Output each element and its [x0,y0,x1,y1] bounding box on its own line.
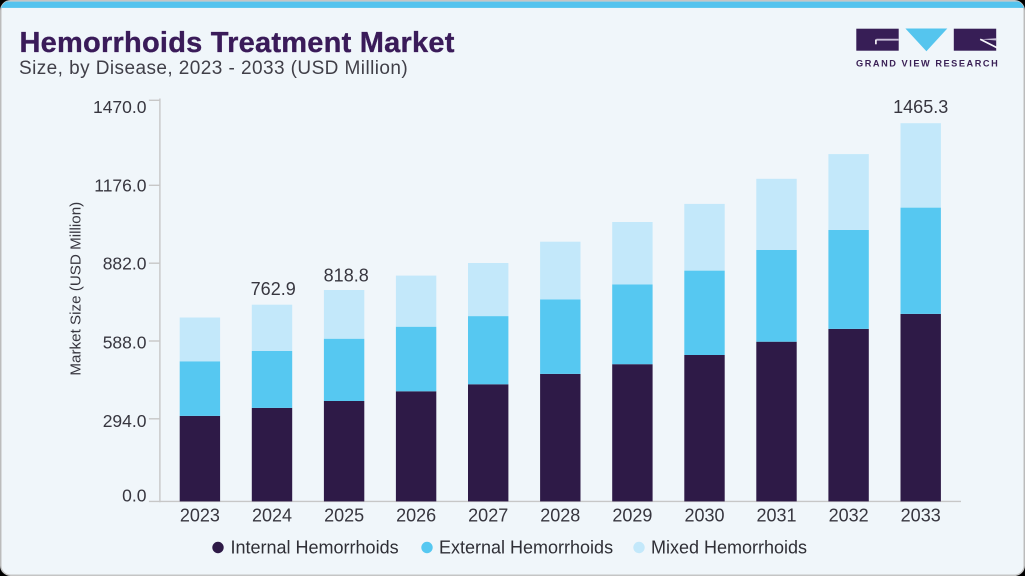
svg-text:0.0: 0.0 [122,486,147,506]
svg-text:Internal Hemorrhoids: Internal Hemorrhoids [231,538,399,558]
svg-text:762.9: 762.9 [251,279,296,299]
svg-text:294.0: 294.0 [103,411,147,431]
svg-text:2027: 2027 [468,506,508,526]
svg-text:2033: 2033 [901,506,941,526]
svg-text:2026: 2026 [396,506,436,526]
svg-text:2031: 2031 [756,506,796,526]
svg-text:Size, by Disease, 2023 - 2033: Size, by Disease, 2023 - 2033 (USD Milli… [19,58,408,79]
svg-text:GRAND VIEW RESEARCH: GRAND VIEW RESEARCH [856,58,999,68]
svg-text:882.0: 882.0 [103,254,147,274]
svg-text:Hemorrhoids Treatment Market: Hemorrhoids Treatment Market [20,27,455,59]
svg-text:Market Size (USD Million): Market Size (USD Million) [67,202,84,376]
svg-text:External Hemorrhoids: External Hemorrhoids [439,538,613,558]
svg-text:1176.0: 1176.0 [94,175,146,195]
svg-text:Mixed Hemorrhoids: Mixed Hemorrhoids [651,538,807,558]
svg-text:588.0: 588.0 [103,332,147,352]
svg-text:2025: 2025 [324,506,364,526]
svg-text:2029: 2029 [612,506,652,526]
svg-text:2024: 2024 [252,506,292,526]
svg-text:2030: 2030 [684,506,724,526]
svg-text:1470.0: 1470.0 [93,97,147,117]
svg-text:818.8: 818.8 [324,266,369,286]
svg-text:2032: 2032 [829,506,869,526]
svg-text:2023: 2023 [180,506,220,526]
svg-text:2028: 2028 [540,506,580,526]
svg-text:1465.3: 1465.3 [893,97,948,117]
